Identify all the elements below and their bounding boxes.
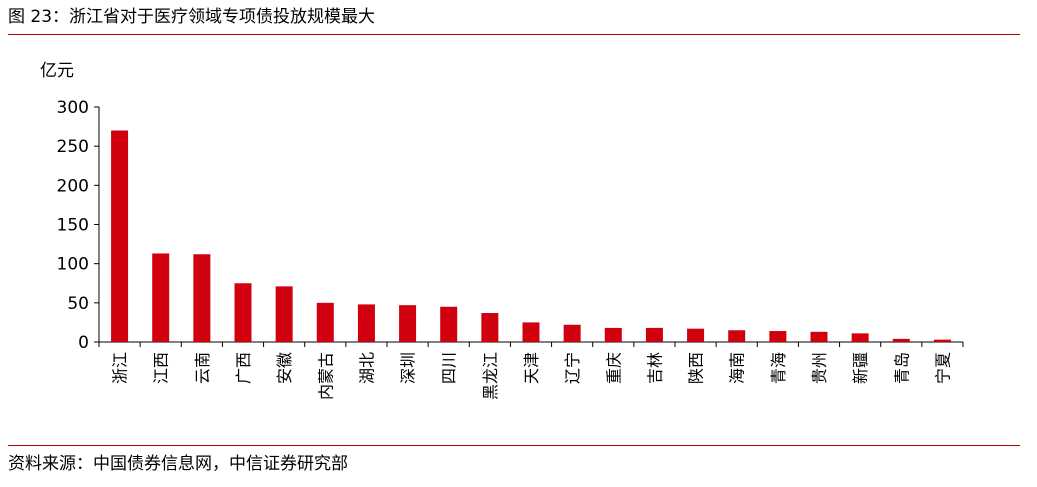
x-tick-label-group: 重庆	[604, 352, 623, 384]
x-tick-label: 辽宁	[563, 352, 582, 384]
bar	[234, 283, 252, 342]
bar-chart: 亿元 0 50 100 150 200 250 300 浙江 江西 云南 广西 安徽 内蒙古 湖北 深圳四…	[40, 61, 964, 400]
bar	[193, 254, 211, 342]
x-tick-label-group: 宁夏	[933, 352, 952, 384]
x-tick-label: 深圳	[399, 352, 418, 384]
x-tick-label-group: 内蒙古	[316, 352, 335, 400]
x-tick-label: 内蒙古	[316, 352, 335, 400]
x-tick-label-group: 浙江	[111, 352, 130, 384]
source-note: 资料来源：中国债券信息网，中信证券研究部	[8, 454, 348, 474]
x-tick-label: 四川	[440, 352, 459, 384]
x-tick-label: 吉林	[645, 352, 664, 384]
bar	[275, 286, 293, 342]
x-tick-label: 新疆	[851, 352, 870, 384]
x-tick-label-group: 江西	[152, 352, 171, 384]
bar	[399, 305, 417, 342]
bar	[481, 313, 499, 342]
bar	[522, 322, 540, 342]
x-tick-label-group: 深圳	[399, 352, 418, 384]
x-tick-label-group: 云南	[193, 352, 212, 384]
bar	[440, 306, 458, 342]
x-category-labels: 浙江 江西 云南 广西 安徽 内蒙古 湖北 深圳 四川 黑龙江 天津 辽宁 重庆 吉林 陕西 海南 青海 贵州 新疆…	[111, 352, 953, 400]
bar	[563, 324, 581, 342]
x-tick-label: 陕西	[687, 352, 706, 384]
bar	[645, 327, 663, 342]
x-tick-label-group: 四川	[440, 352, 459, 384]
bar	[892, 338, 910, 342]
y-tick-label: 150	[57, 216, 89, 236]
x-tick-label: 安徽	[275, 352, 294, 384]
x-tick-label: 云南	[193, 352, 212, 384]
x-tick-label-group: 青海	[769, 352, 788, 384]
x-tick-label-group: 安徽	[275, 352, 294, 384]
x-tick-label: 宁夏	[933, 352, 952, 384]
title-divider	[8, 34, 1020, 35]
chart-title: 图 23：浙江省对于医疗领域专项债投放规模最大	[8, 7, 376, 27]
bar	[687, 328, 705, 342]
x-tick-label: 天津	[522, 352, 541, 384]
x-tick-label-group: 青岛	[892, 352, 911, 384]
y-tick-labels: 0 50 100 150 200 250 300	[57, 98, 89, 353]
x-tick-label-group: 黑龙江	[481, 352, 500, 400]
x-tick-label: 青岛	[892, 352, 911, 384]
y-tick-label: 250	[57, 137, 89, 157]
x-tick-label: 江西	[152, 352, 171, 384]
axes	[94, 106, 964, 347]
bar	[357, 304, 375, 342]
x-tick-label-group: 天津	[522, 352, 541, 384]
y-tick-label: 50	[67, 294, 89, 314]
x-tick-label-group: 吉林	[645, 352, 664, 384]
x-tick-label: 浙江	[111, 352, 130, 384]
y-tick-label: 0	[78, 333, 89, 353]
y-tick-label: 100	[57, 255, 89, 275]
bar	[316, 302, 334, 342]
x-tick-label-group: 陕西	[687, 352, 706, 384]
bar	[111, 130, 129, 342]
x-tick-label-group: 辽宁	[563, 352, 582, 384]
x-tick-label-group: 海南	[728, 352, 747, 384]
x-tick-label-group: 湖北	[357, 352, 376, 384]
x-tick-label: 重庆	[604, 352, 623, 384]
bar	[933, 339, 951, 342]
footer-divider	[8, 445, 1020, 446]
bar	[810, 331, 828, 342]
y-unit-label: 亿元	[40, 61, 74, 81]
x-tick-label: 海南	[728, 352, 747, 384]
x-tick-label-group: 广西	[234, 352, 253, 384]
bar	[851, 333, 869, 342]
bars	[111, 130, 951, 342]
x-tick-label: 青海	[769, 352, 788, 384]
x-tick-label: 贵州	[810, 352, 829, 384]
x-tick-label-group: 新疆	[851, 352, 870, 384]
bar	[604, 327, 622, 342]
y-tick-label: 300	[57, 98, 89, 118]
y-tick-label: 200	[57, 176, 89, 196]
bar	[152, 253, 170, 342]
x-tick-label: 黑龙江	[481, 352, 500, 400]
x-tick-label: 广西	[234, 352, 253, 384]
bar	[769, 331, 787, 342]
bar	[728, 330, 746, 342]
x-tick-label-group: 贵州	[810, 352, 829, 384]
x-tick-label: 湖北	[357, 352, 376, 384]
